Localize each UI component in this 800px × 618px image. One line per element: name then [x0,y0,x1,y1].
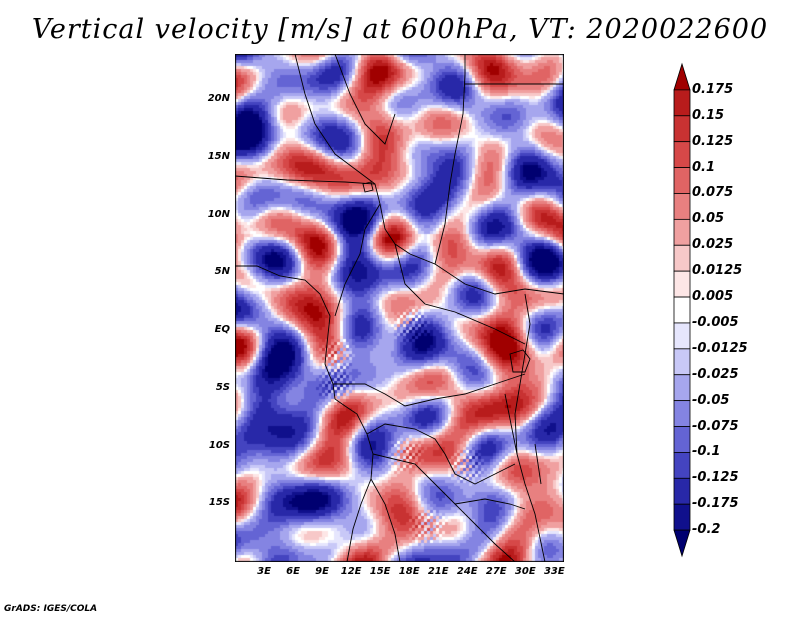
border [334,54,396,145]
colorbar-label: 0.075 [692,185,734,201]
colorbar-label: -0.025 [692,366,739,382]
lon-tick-label: 9E [315,566,329,577]
colorbar-swatch [673,193,691,220]
colorbar-swatch [673,115,691,143]
colorbar-label: 0.125 [692,133,734,149]
colorbar-label: 0.15 [692,107,725,123]
lake-malawi [534,443,542,485]
lon-tick-label: 24E [456,566,478,577]
lake-tanganyika [504,393,518,455]
colorbar-label: -0.1 [692,444,721,460]
lat-tick-label: 10S [208,439,230,451]
lon-tick-label: 27E [485,566,507,577]
lon-tick-label: 30E [514,566,536,577]
colorbar-label: -0.175 [692,496,739,512]
chart-title: Vertical velocity [m/s] at 600hPa, VT: 2… [31,14,769,45]
border [333,373,526,407]
border [370,478,401,562]
colorbar-swatch [673,374,691,402]
lon-tick-label: 6E [286,566,300,577]
border [366,423,516,485]
colorbar-swatch [673,270,691,298]
border [372,453,516,562]
lon-tick-label: 3E [257,566,271,577]
lat-tick-label: EQ [214,324,230,336]
lon-tick-label: 21E [427,566,449,577]
colorbar-label: -0.005 [692,314,739,330]
credit-text: GrADS: IGES/COLA [4,604,98,614]
colorbar-label: -0.05 [692,392,730,408]
border [434,263,564,295]
colorbar-swatch [673,167,691,194]
colorbar-swatch [673,322,691,350]
border [514,293,546,562]
lat-tick-label: 20N [207,93,230,105]
colorbar-bottom-arrow [673,529,691,558]
border [294,54,376,185]
border [394,243,526,345]
colorbar-label: 0.1 [692,159,716,175]
coastline [235,265,374,562]
colorbar-label: -0.075 [692,418,739,434]
lat-tick-label: 10N [207,208,230,220]
vertical-velocity-field [235,54,564,562]
lat-tick-label: 15N [207,150,230,162]
colorbar-label: -0.2 [692,522,721,538]
colorbar-label: 0.0125 [692,263,743,279]
colorbar-swatch [673,244,691,272]
sahara-border [235,54,466,265]
colorbar-swatch [673,503,691,531]
lat-tick-label: 5S [215,381,230,393]
colorbar-swatch [673,477,691,505]
lake-chad [362,181,374,193]
colorbar-label: -0.125 [692,470,739,486]
map-panel [235,54,564,562]
colorbar-swatch [673,89,691,117]
colorbar-swatch [673,141,691,168]
country-borders [235,54,564,562]
colorbar-label: 0.025 [692,237,734,253]
colorbar-swatch [673,218,691,246]
border [334,203,381,317]
lon-tick-label: 12E [340,566,362,577]
colorbar-swatch [673,296,691,324]
colorbar [673,62,691,558]
colorbar-swatch [673,426,691,453]
colorbar-top-arrow [673,62,691,91]
colorbar-label: 0.005 [692,289,734,305]
colorbar-swatch [673,400,691,427]
colorbar-label: 0.175 [692,81,734,97]
lon-tick-label: 33E [543,566,565,577]
border [454,498,526,510]
colorbar-swatch [673,452,691,479]
lon-tick-label: 15E [369,566,391,577]
colorbar-swatch [673,348,691,376]
lake-victoria [509,349,531,373]
lon-tick-label: 18E [398,566,420,577]
lat-tick-label: 5N [214,266,230,278]
colorbar-label: 0.05 [692,211,725,227]
colorbar-label: -0.0125 [692,340,748,356]
lat-tick-label: 15S [208,497,230,509]
